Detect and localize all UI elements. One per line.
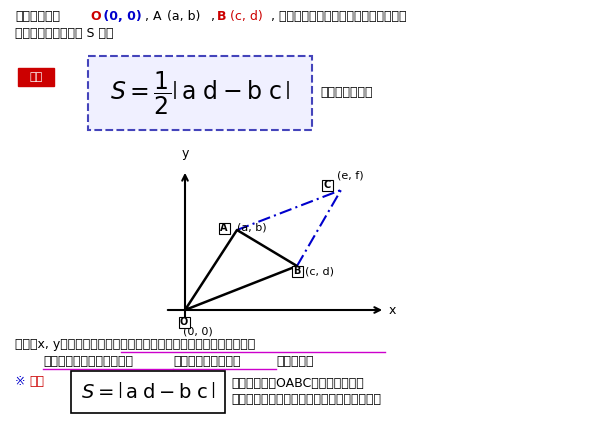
Text: C: C [323,180,331,190]
Text: A: A [220,223,228,233]
FancyBboxPatch shape [88,56,312,130]
Text: O: O [180,317,188,327]
Text: (a, b): (a, b) [237,223,266,233]
Text: からです。: からです。 [276,355,314,368]
Text: 絶対値を考えているのは、: 絶対値を考えているのは、 [43,355,133,368]
Text: ※: ※ [15,375,25,388]
Text: 三つの点が、: 三つの点が、 [15,10,60,23]
Text: , であらわされているとき、それらをつ: , であらわされているとき、それらをつ [267,10,407,23]
Text: 参考: 参考 [29,375,44,388]
Bar [322,179,332,190]
Text: (a, b): (a, b) [163,10,200,23]
Text: x: x [389,303,397,317]
Text: (c, d): (c, d) [226,10,263,23]
Text: ,: , [207,10,219,23]
Bar [292,265,302,277]
Text: $S = \left| \,\mathrm{a\;d - b\;c}\, \right|$: $S = \left| \,\mathrm{a\;d - b\;c}\, \ri… [80,382,215,402]
Text: ないだ三角形の面積 S は、: ないだ三角形の面積 S は、 [15,27,113,40]
Text: (e, f): (e, f) [337,171,364,181]
Bar [179,317,190,327]
Text: , A: , A [141,10,161,23]
Text: と表されます。: と表されます。 [320,87,373,99]
Text: B: B [217,10,227,23]
Text: O: O [90,10,101,23]
Bar [218,223,229,234]
Text: は平行四辺形OABCの面積を表す。: は平行四辺形OABCの面積を表す。 [231,377,364,390]
Text: (c, d): (c, d) [305,266,334,276]
Text: $S = \dfrac{1}{2} \left| \,\mathrm{a\;d - b\;c}\, \right|$: $S = \dfrac{1}{2} \left| \,\mathrm{a\;d … [110,69,290,117]
Text: (0, 0): (0, 0) [183,327,213,337]
Text: 説明: 説明 [29,72,43,82]
Text: y: y [181,147,188,160]
Text: ２点のx, y座標を互い違いに掛け、差を取りその半分の絶対値です。: ２点のx, y座標を互い違いに掛け、差を取りその半分の絶対値です。 [15,338,255,351]
Text: ベクトルの外積より【高校では、内積まで】: ベクトルの外積より【高校では、内積まで】 [231,393,381,406]
FancyBboxPatch shape [18,68,54,86]
Text: B: B [293,266,301,276]
Text: (0, 0): (0, 0) [99,10,142,23]
Text: 面積は負にならない: 面積は負にならない [173,355,241,368]
FancyBboxPatch shape [71,371,225,413]
